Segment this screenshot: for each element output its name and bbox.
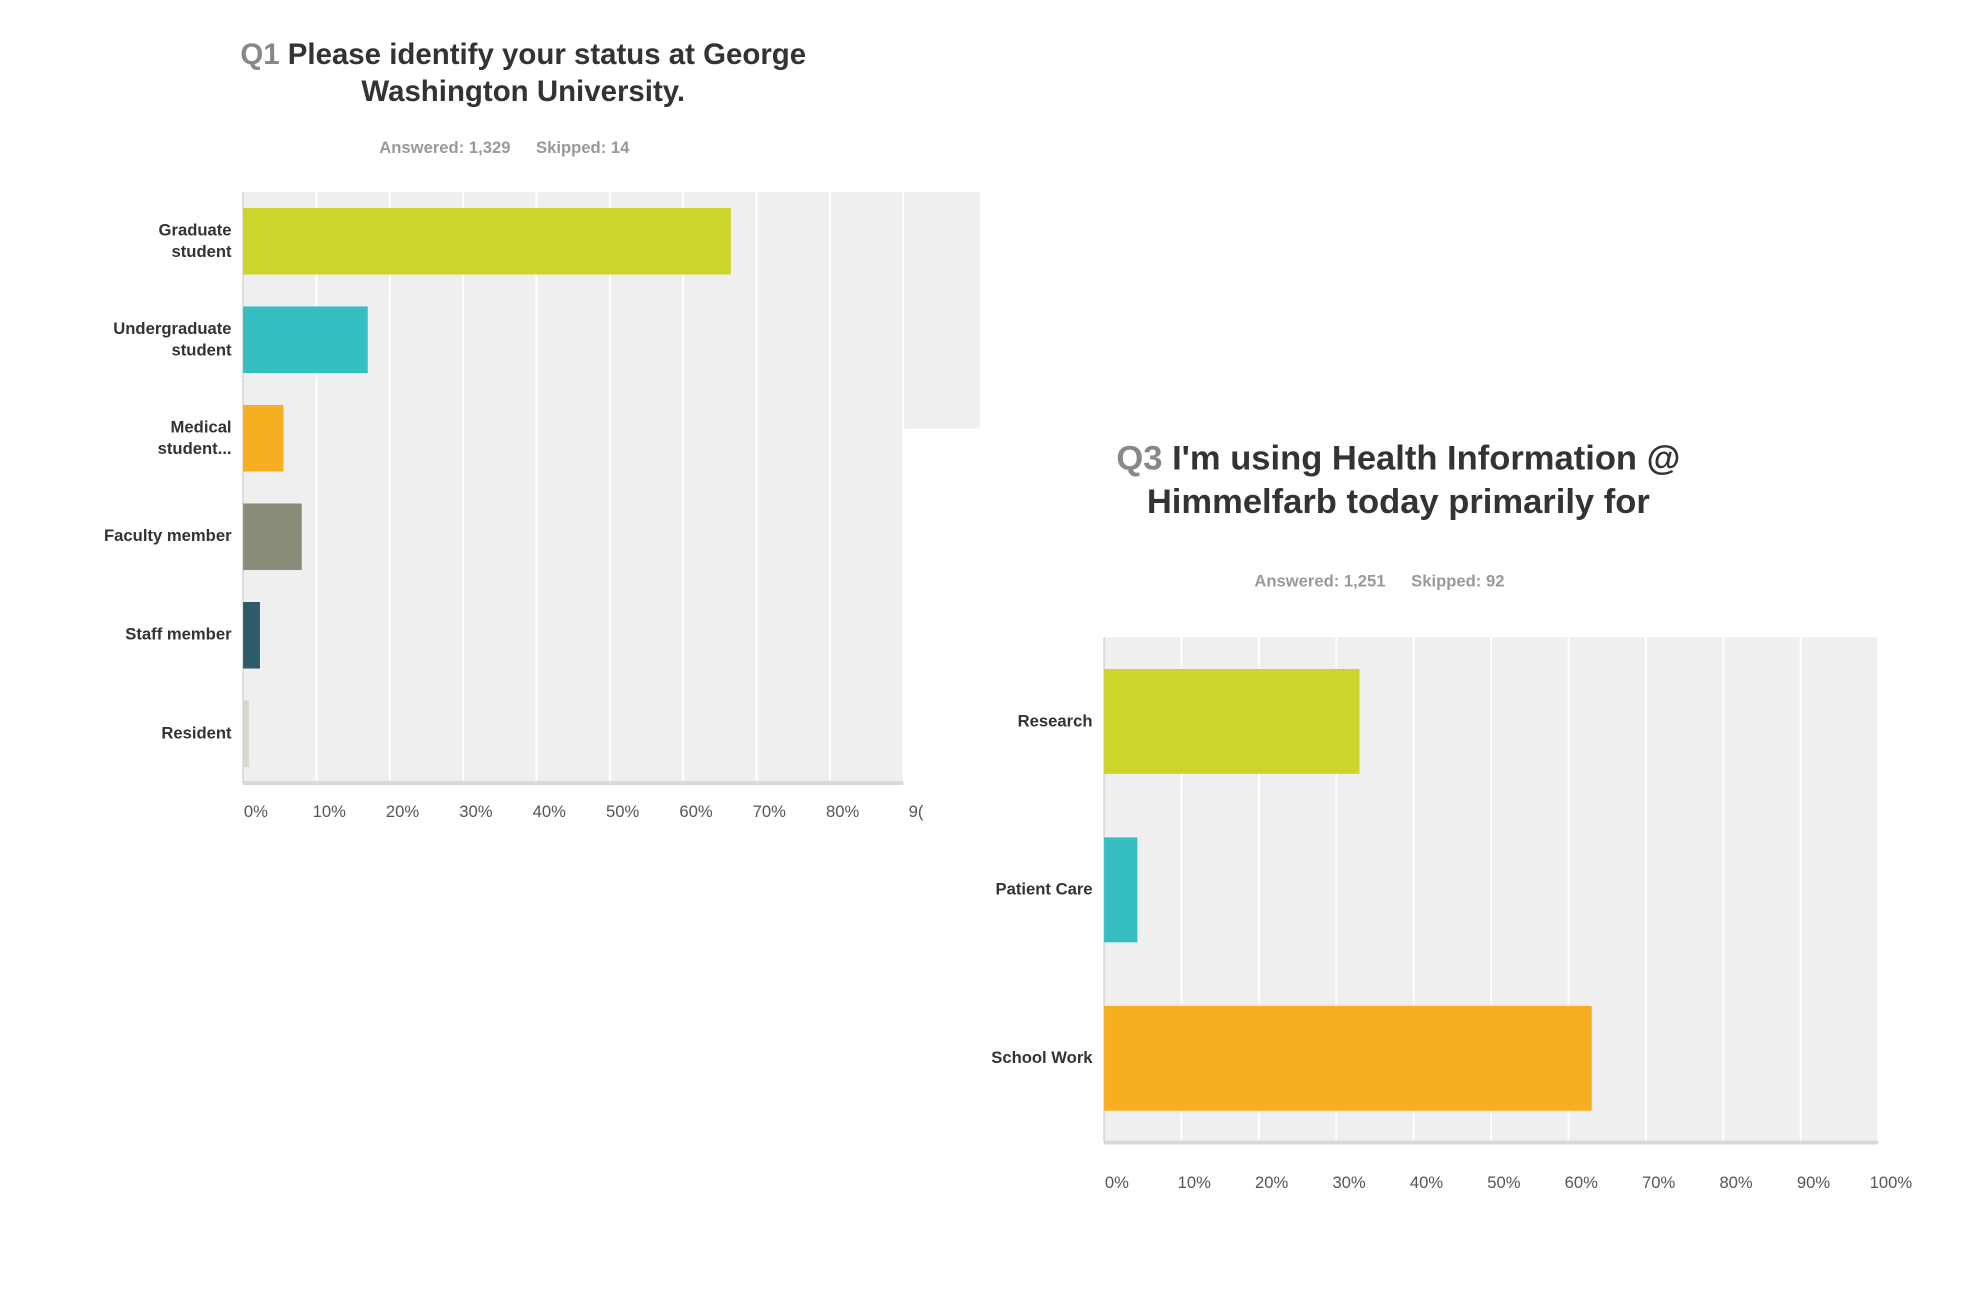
- category-label: Resident: [161, 723, 232, 743]
- panel-edge: [903, 191, 980, 429]
- category-label: Research: [1017, 711, 1093, 731]
- category-box: Resident: [161, 723, 232, 743]
- category-label: School Work: [991, 1047, 1093, 1068]
- x-tick-label: 40%: [1410, 1173, 1443, 1192]
- category-label: Graduate student: [158, 220, 232, 261]
- x-tick-label: 70%: [753, 802, 786, 821]
- category-box: Graduate student: [158, 220, 232, 261]
- chart-title-box: Q3 I'm using Health Information @ Himmel…: [1066, 438, 1731, 524]
- chart-title-box: Q1 Please identify your status at George…: [191, 36, 856, 110]
- x-tick-label: 20%: [386, 802, 419, 821]
- x-tick-label: 20%: [1255, 1173, 1288, 1192]
- x-tick-label: 10%: [1178, 1173, 1211, 1192]
- bar: [1104, 668, 1360, 774]
- x-tick-label: 10%: [313, 802, 346, 821]
- question-text: Please identify your status at George Wa…: [287, 37, 807, 108]
- skipped-count: Skipped: 14: [536, 138, 630, 157]
- x-tick-label: 0%: [244, 802, 268, 821]
- category-box: Medical student...: [157, 417, 232, 458]
- x-tick-label: 9(: [909, 802, 924, 821]
- question-number: Q1: [240, 37, 280, 71]
- x-tick-label: 30%: [1332, 1173, 1365, 1192]
- chart-title: Q1 Please identify your status at George…: [191, 36, 856, 110]
- category-box: Staff member: [125, 624, 232, 645]
- bar: [1104, 837, 1138, 943]
- bar: [243, 306, 368, 373]
- x-tick-label: 80%: [826, 802, 859, 821]
- question-text: I'm using Health Information @ Himmelfar…: [1146, 438, 1681, 521]
- answered-count: Answered: 1,329: [379, 138, 510, 157]
- category-box: School Work: [991, 1047, 1093, 1068]
- category-box: Research: [1017, 711, 1093, 731]
- x-tick-label: 70%: [1642, 1173, 1675, 1192]
- x-tick-label: 30%: [459, 802, 492, 821]
- answered-count: Answered: 1,251: [1254, 572, 1385, 591]
- plot-area: [243, 191, 904, 784]
- category-box: Faculty member: [104, 526, 232, 546]
- bar: [243, 602, 260, 669]
- x-tick-label: 50%: [1487, 1173, 1520, 1192]
- category-label: Staff member: [125, 624, 232, 645]
- category-label: Medical student...: [157, 417, 232, 458]
- category-label: Undergraduate student: [113, 318, 232, 359]
- bar: [243, 404, 284, 472]
- chart-title: Q3 I'm using Health Information @ Himmel…: [1066, 438, 1731, 524]
- skipped-count: Skipped: 92: [1411, 572, 1504, 591]
- bar: [1104, 1005, 1592, 1111]
- category-box: Undergraduate student: [113, 318, 232, 359]
- x-tick-label: 60%: [679, 802, 712, 821]
- bar: [243, 700, 249, 768]
- question-number: Q3: [1116, 438, 1163, 478]
- category-label: Faculty member: [104, 526, 232, 546]
- x-tick-label: 50%: [606, 802, 639, 821]
- x-tick-label: 90%: [1797, 1173, 1830, 1192]
- bar: [243, 503, 302, 571]
- x-tick-label: 0%: [1105, 1173, 1129, 1192]
- x-tick-label: 60%: [1565, 1173, 1598, 1192]
- category-label: Patient Care: [995, 879, 1093, 899]
- category-box: Patient Care: [995, 879, 1093, 899]
- bar: [243, 207, 731, 275]
- x-tick-label: 80%: [1719, 1173, 1752, 1192]
- x-tick-label: 100%: [1870, 1173, 1913, 1192]
- x-tick-label: 40%: [533, 802, 566, 821]
